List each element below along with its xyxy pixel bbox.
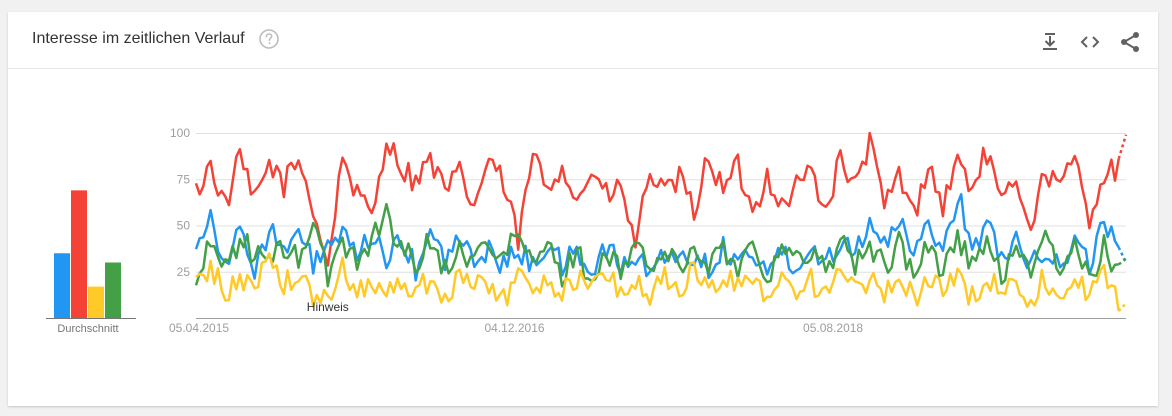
x-tick-label: 05.08.2018 — [803, 321, 863, 335]
embed-code-icon[interactable] — [1078, 30, 1102, 54]
series-line — [195, 252, 1120, 312]
y-tick-label: 50 — [177, 219, 191, 233]
card-title: Interesse im zeitlichen Verlauf — [32, 30, 245, 47]
x-tick-label: 05.04.2015 — [169, 321, 229, 335]
series-line — [194, 202, 1119, 288]
annotation-label: Hinweis — [307, 300, 349, 314]
average-bar — [105, 262, 121, 318]
average-bar — [54, 253, 70, 318]
download-icon[interactable] — [1038, 30, 1062, 54]
series-line — [194, 131, 1120, 267]
average-bar — [88, 286, 104, 318]
help-circle-icon[interactable] — [259, 29, 279, 49]
series-line — [194, 193, 1120, 282]
share-icon[interactable] — [1118, 30, 1142, 54]
average-label: Durchschnitt — [57, 323, 118, 335]
y-tick-label: 100 — [170, 126, 190, 140]
series-partial-segment — [1117, 302, 1127, 312]
y-tick-label: 75 — [177, 172, 191, 186]
interest-over-time-card: Interesse im zeitlichen Verlauf — [8, 12, 1158, 406]
x-tick-label: 04.12.2016 — [485, 321, 545, 335]
series-partial-segment — [1117, 257, 1127, 266]
series-partial-segment — [1117, 134, 1128, 160]
card-header: Interesse im zeitlichen Verlauf — [8, 12, 1158, 69]
average-bar — [71, 190, 87, 318]
y-tick-label: 25 — [177, 265, 191, 279]
